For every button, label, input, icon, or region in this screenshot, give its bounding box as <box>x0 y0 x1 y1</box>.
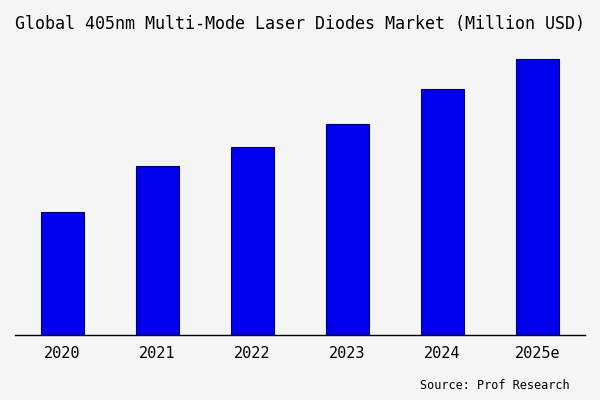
Bar <box>136 166 179 335</box>
Title: Global 405nm Multi-Mode Laser Diodes Market (Million USD): Global 405nm Multi-Mode Laser Diodes Mar… <box>15 15 585 33</box>
Bar <box>517 60 559 335</box>
Bar <box>421 89 464 335</box>
Bar <box>41 212 83 335</box>
Text: Source: Prof Research: Source: Prof Research <box>421 379 570 392</box>
Bar <box>231 147 274 335</box>
Bar <box>326 124 369 335</box>
